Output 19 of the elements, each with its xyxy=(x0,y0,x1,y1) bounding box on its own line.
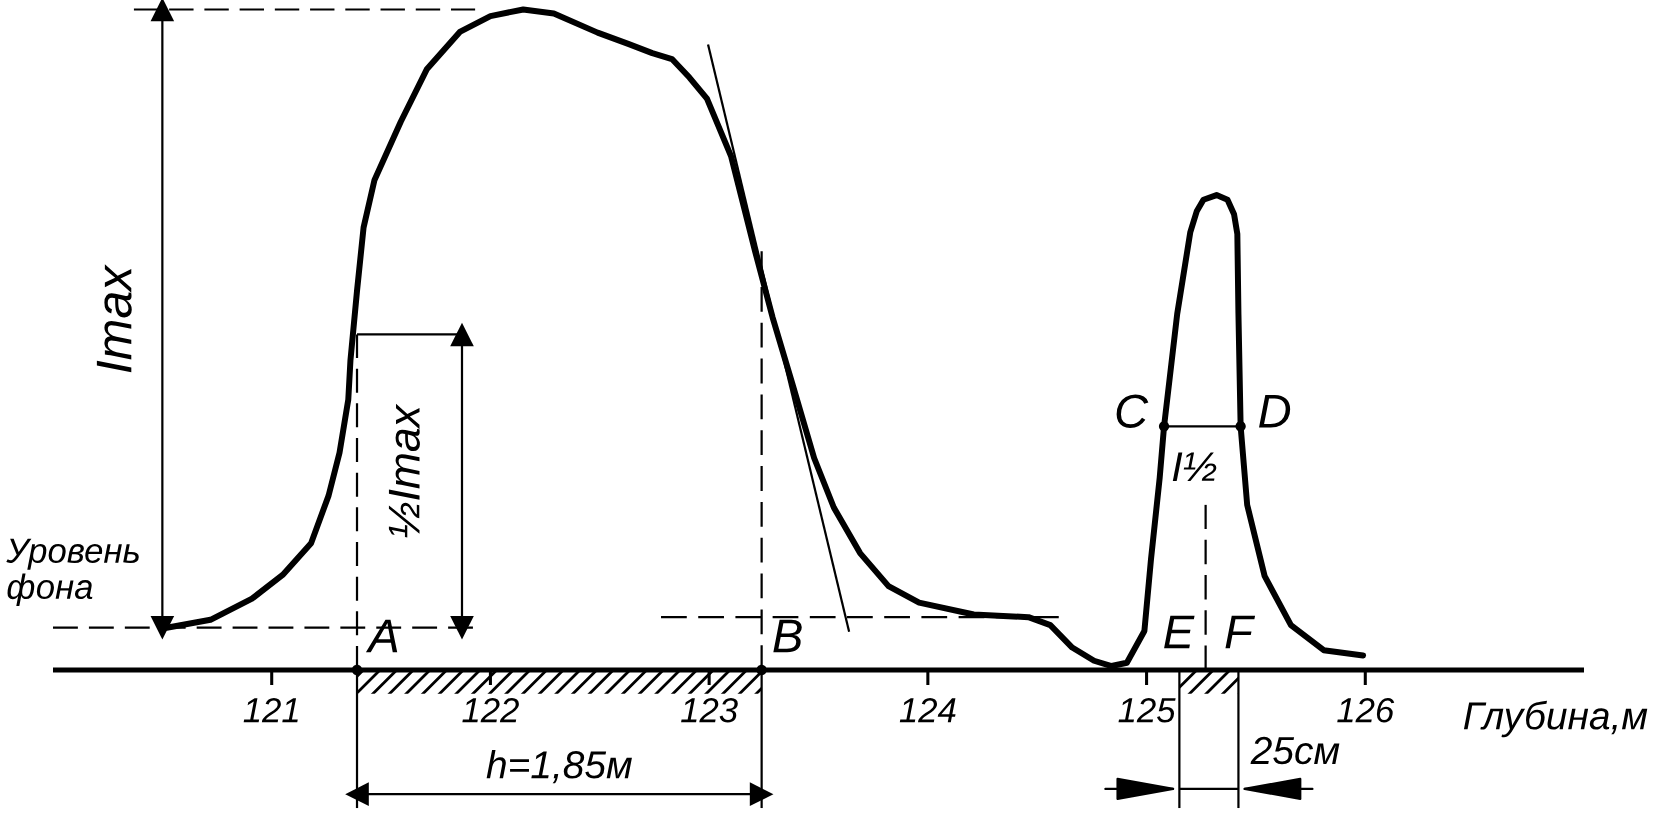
x-tick-label: 122 xyxy=(462,697,519,723)
x-tick-label: 126 xyxy=(1337,697,1395,723)
annotation: 25см xyxy=(1250,736,1340,765)
x-tick-label: 124 xyxy=(899,697,956,723)
annotation: C xyxy=(1116,394,1149,428)
annotation: B xyxy=(773,619,802,653)
annotation: Imax xyxy=(96,264,132,373)
x-tick-label: 125 xyxy=(1118,697,1176,723)
x-tick-label: 121 xyxy=(243,697,298,723)
annotation: ½Imax xyxy=(388,403,420,538)
annotation: Уровень фона xyxy=(6,538,139,606)
annotation: F xyxy=(1225,615,1256,649)
annotation: E xyxy=(1164,615,1195,649)
annotation: D xyxy=(1259,395,1291,428)
annotation: I½ xyxy=(1172,452,1217,482)
annotation: h=1,85м xyxy=(486,750,632,784)
annotation: A xyxy=(365,619,398,653)
x-tick-label: 123 xyxy=(681,697,738,723)
x-axis-title: Глубина,м xyxy=(1463,700,1648,738)
